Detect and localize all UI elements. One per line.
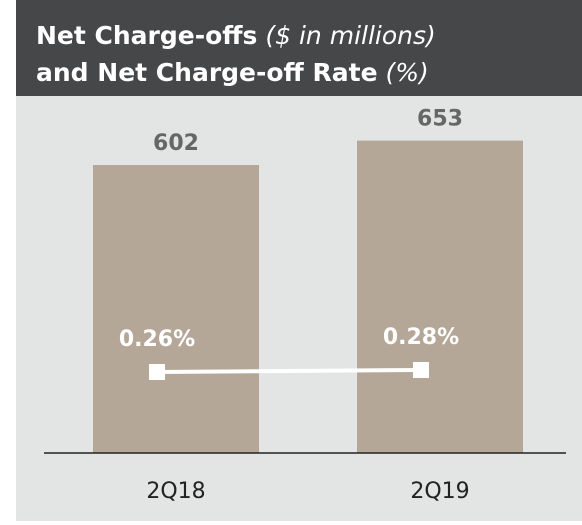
rate-marker: [149, 364, 165, 380]
title-band: [16, 0, 582, 96]
data-label: 0.28%: [383, 325, 459, 350]
data-label: 0.26%: [119, 327, 195, 352]
rate-marker: [413, 362, 429, 378]
chart-title: Net Charge-offs ($ in millions): [36, 21, 436, 50]
rate-line: [156, 368, 422, 374]
chart-title: and Net Charge-off Rate (%): [36, 58, 429, 87]
data-label: 602: [153, 131, 199, 156]
x-tick-label: 2Q19: [410, 479, 469, 504]
data-label: 653: [417, 107, 463, 132]
x-tick-label: 2Q18: [146, 479, 205, 504]
bar: [357, 140, 523, 454]
bar: [93, 165, 259, 453]
